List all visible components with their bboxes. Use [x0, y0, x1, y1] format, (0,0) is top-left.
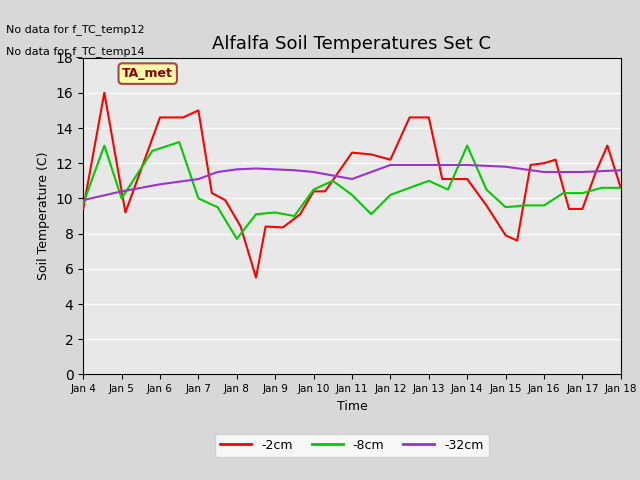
Y-axis label: Soil Temperature (C): Soil Temperature (C) — [37, 152, 50, 280]
Text: TA_met: TA_met — [122, 67, 173, 80]
Title: Alfalfa Soil Temperatures Set C: Alfalfa Soil Temperatures Set C — [212, 35, 492, 53]
Text: No data for f_TC_temp14: No data for f_TC_temp14 — [6, 46, 145, 57]
Legend: -2cm, -8cm, -32cm: -2cm, -8cm, -32cm — [215, 434, 489, 457]
X-axis label: Time: Time — [337, 400, 367, 413]
Text: No data for f_TC_temp12: No data for f_TC_temp12 — [6, 24, 145, 35]
